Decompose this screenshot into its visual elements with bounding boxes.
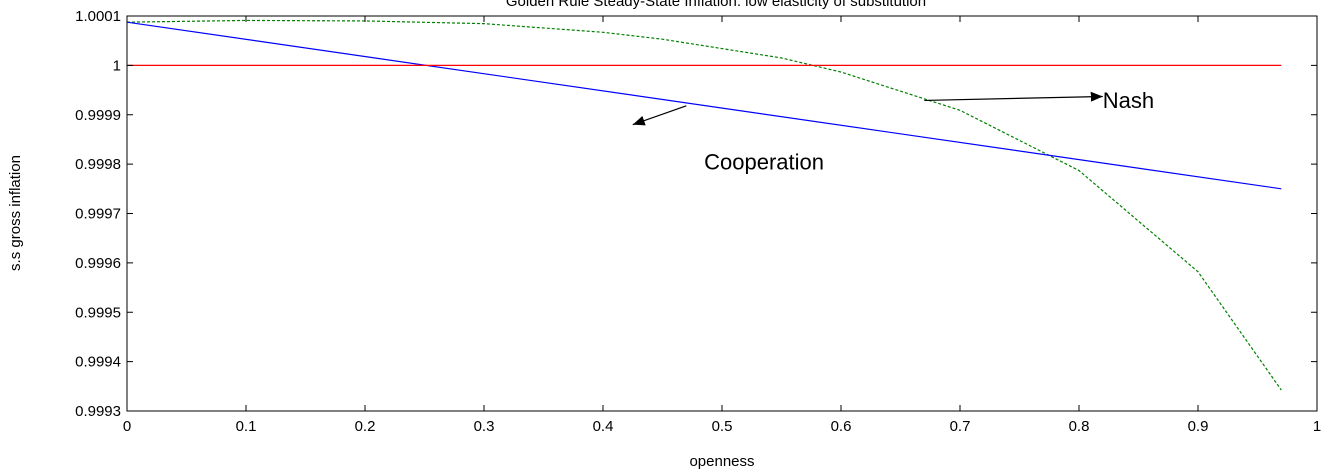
annotation-label: Nash bbox=[1103, 88, 1154, 113]
annotation-layer: Nash Cooperation bbox=[632, 88, 1154, 175]
x-tick-label: 1 bbox=[1313, 418, 1321, 435]
y-tick-label: 0.9996 bbox=[75, 255, 121, 272]
y-tick-label: 1 bbox=[113, 57, 121, 74]
y-tick-label: 0.9998 bbox=[75, 156, 121, 173]
y-tick-label: 0.9993 bbox=[75, 403, 121, 420]
series-line-nash bbox=[126, 19, 1282, 391]
series-layer bbox=[126, 19, 1282, 391]
x-axis-title: openness bbox=[689, 453, 754, 470]
y-axis-title: s.s gross inflation bbox=[7, 155, 24, 271]
y-tick-label: 1.0001 bbox=[75, 8, 121, 25]
annotation-arrow bbox=[632, 105, 687, 126]
series-line-1 bbox=[126, 21, 1282, 190]
plot-area bbox=[126, 15, 1318, 412]
x-tick-label: 0.4 bbox=[593, 418, 614, 435]
x-tick-label: 0.1 bbox=[236, 418, 257, 435]
x-tick-label: 0 bbox=[123, 418, 131, 435]
chart-title: Golden Rule Steady-State Inflation: low … bbox=[506, 0, 926, 10]
y-tick-label: 0.9995 bbox=[75, 304, 121, 321]
y-tick-label: 0.9997 bbox=[75, 206, 121, 223]
plot-frame bbox=[126, 15, 1318, 412]
x-tick-label: 0.2 bbox=[355, 418, 376, 435]
tick-layer: 0 0.1 0.2 0.3 0.4 0.5 0.6 0.7 0.8 0.9 1 0.9993 0.999… bbox=[75, 8, 1321, 435]
x-tick-label: 0.6 bbox=[831, 418, 852, 435]
x-tick-label: 0.5 bbox=[712, 418, 733, 435]
y-tick-label: 0.9999 bbox=[75, 107, 121, 124]
annotation-arrow bbox=[924, 91, 1103, 102]
x-tick-label: 0.7 bbox=[950, 418, 971, 435]
x-tick-label: 0.9 bbox=[1188, 418, 1209, 435]
y-tick-label: 0.9994 bbox=[75, 354, 121, 371]
x-tick-label: 0.3 bbox=[474, 418, 495, 435]
annotation-label: Cooperation bbox=[704, 150, 824, 175]
x-tick-label: 0.8 bbox=[1069, 418, 1090, 435]
